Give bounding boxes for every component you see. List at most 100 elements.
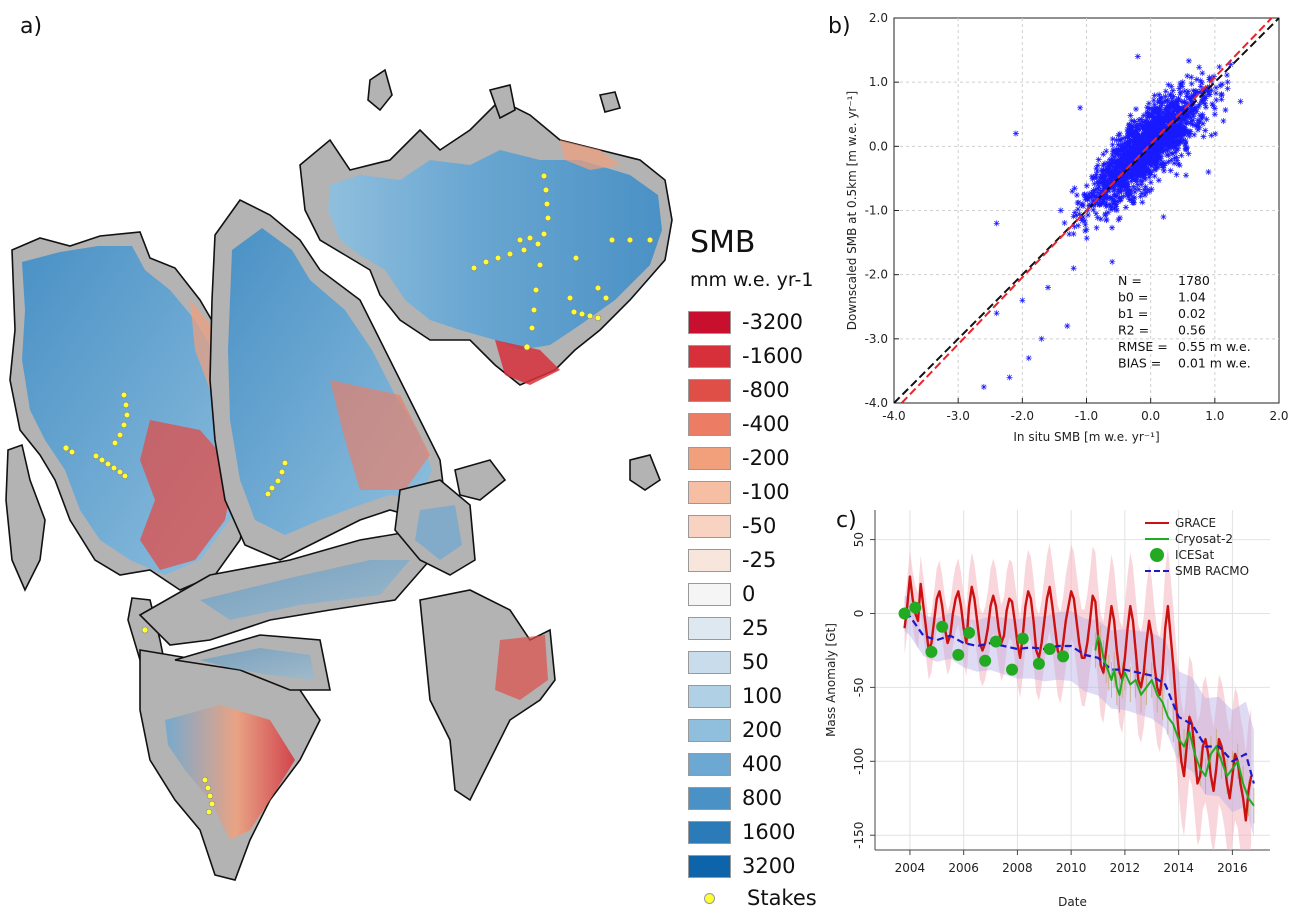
x-tick-label: 1.0 [1205,409,1224,423]
scatter-point [1141,129,1148,136]
scatter-point [1112,199,1119,206]
scatter-point [1157,148,1164,155]
scatter-point [1136,143,1143,150]
scatter-point [1206,91,1213,98]
scatter-point [1126,196,1133,203]
legend-unit: mm w.e. yr-1 [690,269,814,291]
scatter-point [1096,201,1103,208]
scatter-point [1113,157,1120,164]
scatter-point [1148,186,1155,193]
scatter-point [1146,174,1153,181]
legend-label: Cryosat-2 [1175,532,1233,546]
scatter-point [1120,179,1127,186]
scatter-point [993,220,1000,227]
scatter-point [1180,123,1187,130]
scatter-point [1157,114,1164,121]
scatter-point [1130,123,1137,130]
scatter-point [1169,150,1176,157]
y-tick-label: 0 [852,610,866,618]
x-tick-label: 2010 [1056,861,1087,875]
scatter-point [1142,121,1149,128]
scatter-point [1157,157,1164,164]
scatter-point [1199,111,1206,118]
scatter-point [1154,140,1161,147]
scatter-point [1191,131,1198,138]
scatter-point [1237,98,1244,105]
scatter-point [1164,106,1171,113]
scatter-point [1176,162,1183,169]
scatter-point [1077,104,1084,111]
legend-items: -3200 -1600 -800 -400 -200 -100 -50 -25 0 25 50 100… [688,305,828,883]
scatter-point [1156,91,1163,98]
scatter-point [1139,122,1146,129]
y-tick-label: -3.0 [865,332,888,346]
scatter-point [1173,107,1180,114]
scatter-point [1093,171,1100,178]
scatter-point [1189,98,1196,105]
mass-anomaly-chart: 2004 2006 2008 2010 2012 2014 2016 50 0 -50 -100 -1… [825,510,1270,909]
icesat-point [1016,632,1029,645]
scatter-point [1160,164,1167,171]
scatter-point [1179,107,1186,114]
stat-label: b1 = [1118,306,1148,321]
legend-item-label: -200 [742,446,790,470]
scatter-point [1129,137,1136,144]
legend-item: -50 [688,509,828,543]
stat-value: 0.01 m w.e. [1178,356,1251,371]
legend-item-label: -400 [742,412,790,436]
scatter-point [1177,91,1184,98]
scatter-point [1142,164,1149,171]
scatter-point [1102,173,1109,180]
scatter-point [1152,124,1159,131]
scatter-point [1138,158,1145,165]
scatter-point [1190,94,1197,101]
scatter-point [1172,145,1179,152]
scatter-point [1122,134,1129,141]
scatter-point [1100,167,1107,174]
scatter-point [1094,178,1101,185]
scatter-point [1126,167,1133,174]
scatter-point [1103,195,1110,202]
scatter-point [1141,142,1148,149]
scatter-point [1180,136,1187,143]
scatter-point [1093,224,1100,231]
x-tick-label: -3.0 [946,409,969,423]
scatter-point [1114,180,1121,187]
scatter-point [1156,119,1163,126]
scatter-point [1132,173,1139,180]
scatter-point [1121,168,1128,175]
legend-item: 50 [688,645,828,679]
scatter-point [1115,132,1122,139]
scatter-point [1156,98,1163,105]
scatter-point [1100,187,1107,194]
scatter-point [1183,172,1190,179]
scatter-point [1153,164,1160,171]
legend-item-label: 50 [742,650,769,674]
scatter-point [1190,87,1197,94]
scatter-point [980,383,987,390]
scatter-point [1213,84,1220,91]
scatter-point [1131,154,1138,161]
legend-stakes: Stakes [688,883,828,913]
scatter-point [1169,87,1176,94]
scatter-point [1202,93,1209,100]
scatter-point [1087,202,1094,209]
legend-item-label: 0 [742,582,756,606]
scatter-point [1107,206,1114,213]
scatter-point [1164,97,1171,104]
scatter-point [1109,141,1116,148]
scatter-point [1128,122,1135,129]
scatter-point [1147,179,1154,186]
scatter-point [1130,199,1137,206]
scatter-point [1006,374,1013,381]
scatter-point [1199,79,1206,86]
scatter-point [1071,223,1078,230]
scatter-point [1101,183,1108,190]
scatter-point [1102,192,1109,199]
scatter-point [1176,112,1183,119]
scatter-point [1127,146,1134,153]
scatter-point [1196,89,1203,96]
scatter-point [1123,174,1130,181]
y-axis-label: Mass Anomaly [Gt] [825,623,838,737]
scatter-point [1152,166,1159,173]
